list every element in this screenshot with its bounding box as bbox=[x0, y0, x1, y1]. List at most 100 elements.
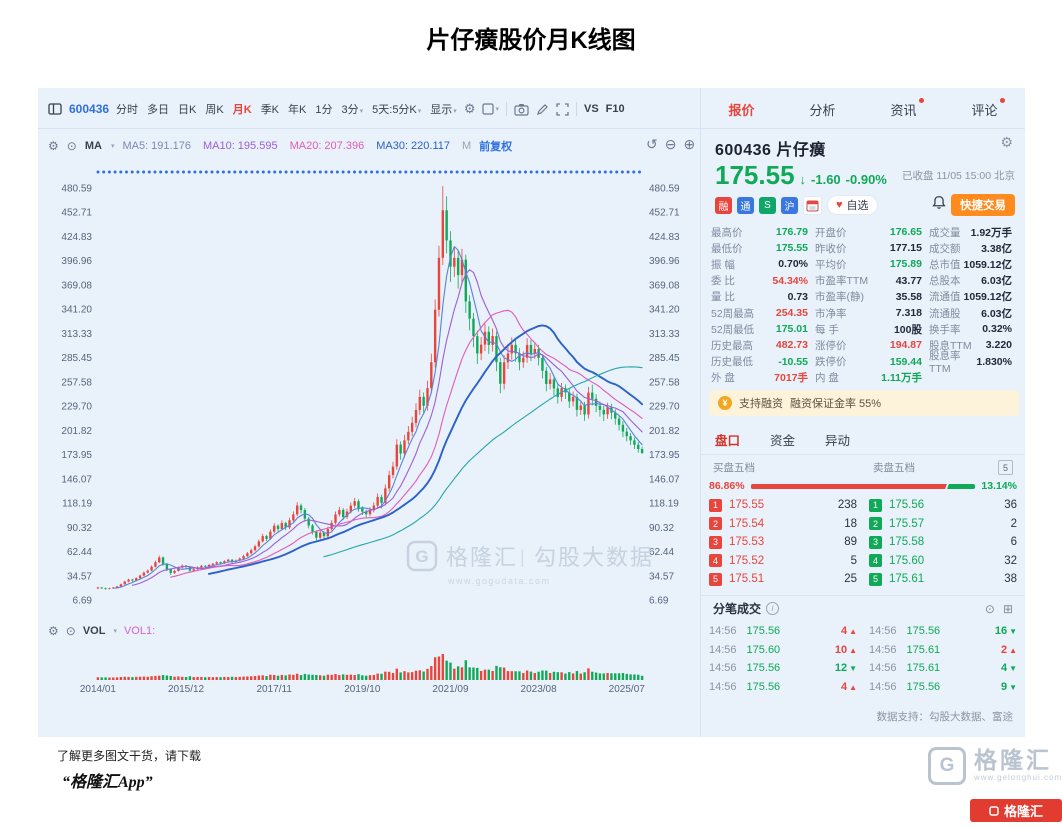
orderbook-tab-资金[interactable]: 资金 bbox=[770, 434, 796, 448]
sell-depth-title: 卖盘五档 bbox=[873, 462, 915, 474]
ma30-line bbox=[208, 324, 644, 575]
quote-label: 量 比 bbox=[711, 291, 735, 304]
corner-badge-text: 格隆汇 bbox=[1003, 804, 1043, 819]
period-tab-年K[interactable]: 年K bbox=[288, 104, 307, 116]
depth-sell-row[interactable]: 2 175.57 2 bbox=[869, 515, 1017, 534]
depth-sell-row[interactable]: 1 175.56 36 bbox=[869, 496, 1017, 515]
toolbar-stock-code[interactable]: 600436 bbox=[69, 102, 110, 116]
ma-values: MA5: 191.176 MA10: 195.595 MA20: 207.396 MA… bbox=[122, 140, 471, 152]
period-tab-分时[interactable]: 分时 bbox=[116, 104, 139, 116]
camera-icon[interactable] bbox=[514, 103, 529, 116]
indicator-name[interactable]: MA bbox=[84, 140, 102, 152]
period-tab-季K[interactable]: 季K bbox=[260, 104, 280, 116]
y-axis-right: 480.59 452.71 424.83 396.96 369.08 341.20 313.… bbox=[649, 184, 680, 607]
depth-buy-row[interactable]: 1 175.55 238 bbox=[709, 496, 857, 515]
indicator-gear-icon[interactable]: ⚙ bbox=[48, 139, 59, 153]
kline-chart[interactable]: 480.59 452.71 424.83 396.96 369.08 341.20 313.… bbox=[38, 152, 700, 697]
indicator-eye-icon[interactable]: ⊙ bbox=[66, 139, 77, 153]
quote-label: 涨停价 bbox=[815, 339, 847, 352]
vol1-label: VOL1: bbox=[123, 625, 156, 637]
vs-button[interactable]: VS bbox=[583, 103, 599, 115]
settings-gear-icon[interactable]: ⚙ bbox=[463, 101, 476, 116]
quote-label: 开盘价 bbox=[815, 226, 847, 239]
period-tab-月K[interactable]: 月K bbox=[232, 104, 252, 116]
quote-label: 跌停价 bbox=[815, 356, 847, 369]
svg-text:62.44: 62.44 bbox=[67, 547, 92, 558]
undo-icon[interactable]: ↺ bbox=[646, 136, 658, 152]
svg-text:313.33: 313.33 bbox=[61, 329, 92, 340]
gelonghui-logo: G 格隆汇 www.gelonghui.com bbox=[928, 747, 1062, 785]
volume-indicator-name[interactable]: VOL bbox=[82, 625, 106, 637]
y-axis-left: 480.59 452.71 424.83 396.96 369.08 341.20 313.… bbox=[61, 184, 92, 607]
margin-financing-bar[interactable]: ¥ 支持融资 融资保证金率 55% bbox=[709, 390, 1019, 416]
period-tab-显示[interactable]: 显示▾ bbox=[430, 104, 457, 116]
quote-tab-评论[interactable]: 评论 bbox=[971, 97, 1005, 119]
target-icon[interactable]: ⊙ bbox=[984, 601, 995, 616]
depth-qty: 238 bbox=[837, 499, 857, 512]
period-tab-1分[interactable]: 1分 bbox=[315, 104, 333, 116]
orderbook-tab-盘口[interactable]: 盘口 bbox=[715, 434, 741, 448]
quote-label: 市净率 bbox=[815, 307, 847, 320]
calendar-icon[interactable] bbox=[803, 195, 822, 215]
svg-text:369.08: 369.08 bbox=[649, 280, 680, 291]
tick-time: 14:56 bbox=[709, 643, 737, 656]
adjust-mode-button[interactable]: 前复权 bbox=[479, 141, 513, 153]
layout-box-icon[interactable]: ▾ bbox=[482, 103, 499, 115]
period-tab-日K[interactable]: 日K bbox=[178, 104, 197, 116]
depth-buy-row[interactable]: 3 175.53 89 bbox=[709, 533, 857, 552]
quick-trade-button[interactable]: 快捷交易 bbox=[951, 194, 1015, 216]
period-tab-3分[interactable]: 3分▾ bbox=[341, 104, 364, 116]
quote-tab-资讯[interactable]: 资讯 bbox=[890, 97, 924, 119]
svg-text:285.45: 285.45 bbox=[649, 353, 680, 364]
period-tab-周K[interactable]: 周K bbox=[205, 104, 224, 116]
depth-buy-row[interactable]: 4 175.52 5 bbox=[709, 552, 857, 571]
volume-gear-icon[interactable]: ⚙ bbox=[48, 624, 59, 638]
orderbook-tab-异动[interactable]: 异动 bbox=[825, 434, 851, 448]
depth-sell-row[interactable]: 5 175.61 38 bbox=[869, 570, 1017, 589]
depth-buy-row[interactable]: 2 175.54 18 bbox=[709, 515, 857, 534]
svg-text:2025/07: 2025/07 bbox=[609, 684, 646, 695]
ma-value-label: M bbox=[462, 140, 472, 152]
period-tab-多日[interactable]: 多日 bbox=[147, 104, 170, 116]
zoom-out-icon[interactable]: ⊖ bbox=[664, 136, 677, 152]
depth-sell-row[interactable]: 3 175.58 6 bbox=[869, 533, 1017, 552]
ma10-line bbox=[131, 269, 643, 586]
svg-text:173.95: 173.95 bbox=[649, 450, 680, 461]
volume-indicator-bar: ⚙ ⊙ VOL ▾ VOL1: bbox=[48, 624, 155, 638]
volume-eye-icon[interactable]: ⊙ bbox=[65, 624, 76, 638]
info-icon[interactable]: i bbox=[766, 602, 780, 615]
period-tab-5天:5分K[interactable]: 5天:5分K▾ bbox=[372, 104, 422, 116]
quote-tab-报价[interactable]: 报价 bbox=[728, 102, 755, 118]
tick-trade-row: 14:56 175.56 4 ▲ bbox=[709, 678, 857, 697]
add-watchlist-button[interactable]: ♥ 自选 bbox=[827, 195, 878, 215]
quote-cell: 振 幅 0.70% bbox=[711, 256, 815, 272]
coin-icon: ¥ bbox=[718, 396, 732, 410]
quote-settings-gear-icon[interactable]: ⚙ bbox=[1000, 134, 1013, 150]
svg-text:34.57: 34.57 bbox=[649, 571, 674, 582]
svg-text:6.69: 6.69 bbox=[73, 596, 93, 607]
f10-button[interactable]: F10 bbox=[605, 103, 625, 115]
quote-cell: 内 盘 1.11万手 bbox=[815, 370, 929, 386]
depth-sell-row[interactable]: 4 175.60 32 bbox=[869, 552, 1017, 571]
ma-value-label: MA20: 207.396 bbox=[289, 140, 365, 152]
window-icon[interactable] bbox=[48, 102, 62, 116]
ma20-line bbox=[170, 309, 643, 578]
quote-value: 6.03亿 bbox=[981, 275, 1012, 288]
zoom-in-icon[interactable]: ⊕ bbox=[683, 136, 696, 152]
tick-time: 14:56 bbox=[869, 662, 897, 675]
svg-text:424.83: 424.83 bbox=[61, 232, 92, 243]
chart-zoom-tools: ↺ ⊖ ⊕ bbox=[646, 136, 695, 153]
corner-brand-badge: 格隆汇 bbox=[970, 799, 1062, 822]
draw-pen-icon[interactable] bbox=[536, 103, 549, 116]
depth-price: 175.58 bbox=[889, 536, 925, 549]
depth-buy-row[interactable]: 5 175.51 25 bbox=[709, 570, 857, 589]
quote-tab-分析[interactable]: 分析 bbox=[809, 102, 836, 118]
fullscreen-icon[interactable] bbox=[556, 102, 569, 116]
depth-price: 175.55 bbox=[729, 499, 765, 512]
alert-bell-icon[interactable] bbox=[932, 195, 946, 215]
quote-value: 6.03亿 bbox=[981, 307, 1012, 320]
quote-value: 1059.12亿 bbox=[963, 291, 1012, 304]
tick-qty: 4 ▼ bbox=[1000, 662, 1017, 675]
depth-levels-toggle[interactable]: 5 bbox=[998, 460, 1013, 475]
grid-icon[interactable]: ⊞ bbox=[1002, 601, 1013, 616]
